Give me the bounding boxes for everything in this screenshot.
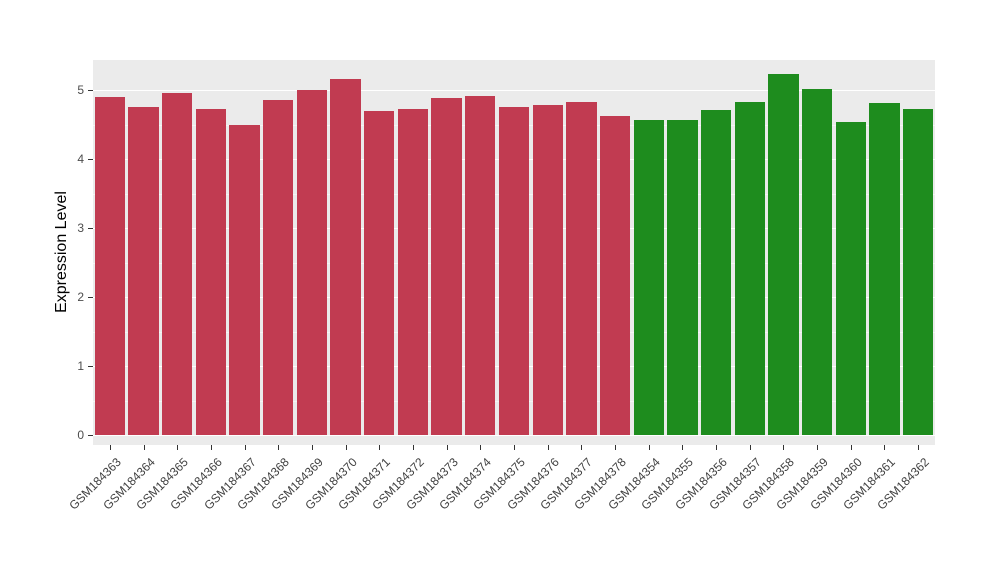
y-tick-mark [88, 90, 93, 91]
x-tick-mark [817, 445, 819, 450]
x-tick-mark [345, 445, 347, 450]
x-tick-mark [884, 445, 886, 450]
x-tick-mark [682, 445, 684, 450]
x-tick-mark [850, 445, 852, 450]
bar [835, 121, 866, 435]
bar [566, 101, 597, 435]
bar [128, 107, 159, 435]
x-tick-mark [480, 445, 482, 450]
bar [903, 109, 934, 435]
bar [364, 110, 395, 435]
x-tick-mark [446, 445, 448, 450]
y-tick-label: 0 [77, 428, 84, 442]
y-tick-label: 3 [77, 221, 84, 235]
x-tick-mark [379, 445, 381, 450]
x-tick-mark [412, 445, 414, 450]
bar [397, 109, 429, 435]
x-tick-mark [177, 445, 179, 450]
bar [94, 96, 125, 435]
bar [498, 106, 530, 435]
x-tick-mark [514, 445, 515, 450]
bar [633, 120, 664, 435]
x-tick-mark [311, 445, 313, 450]
major-gridline [93, 90, 935, 91]
bar [869, 103, 900, 435]
x-tick-mark [581, 445, 583, 450]
x-tick-mark [244, 445, 246, 450]
y-tick-label: 2 [77, 290, 84, 304]
bar [296, 90, 328, 435]
y-tick-label: 5 [77, 83, 84, 97]
bar [801, 89, 833, 435]
y-tick-mark [88, 228, 93, 229]
bar [700, 110, 732, 435]
major-gridline [93, 435, 935, 436]
x-tick-mark [547, 445, 549, 450]
x-tick-mark [716, 445, 718, 450]
y-tick-label: 1 [77, 359, 84, 373]
bar [195, 108, 227, 435]
bar [667, 120, 698, 435]
bar [768, 74, 799, 435]
bar [263, 99, 294, 435]
y-tick-mark [88, 366, 93, 367]
x-tick-mark [278, 445, 280, 450]
x-tick-mark [749, 445, 751, 450]
y-tick-mark [88, 435, 93, 436]
bar [162, 93, 193, 435]
bar [330, 78, 361, 435]
x-tick-mark [210, 445, 212, 450]
x-tick-mark [918, 445, 920, 450]
bar [532, 104, 563, 435]
bar [431, 97, 462, 435]
bar [229, 124, 260, 435]
x-tick-mark [783, 445, 785, 450]
bar [734, 101, 765, 435]
y-tick-mark [88, 159, 93, 160]
bar [599, 115, 631, 435]
y-tick-mark [88, 297, 93, 298]
bar [465, 96, 496, 435]
x-tick-mark [648, 445, 650, 450]
plot-panel [93, 60, 935, 445]
x-tick-mark [615, 445, 617, 450]
y-tick-label: 4 [77, 152, 84, 166]
x-tick-mark [143, 445, 145, 450]
x-tick-mark [109, 445, 111, 450]
